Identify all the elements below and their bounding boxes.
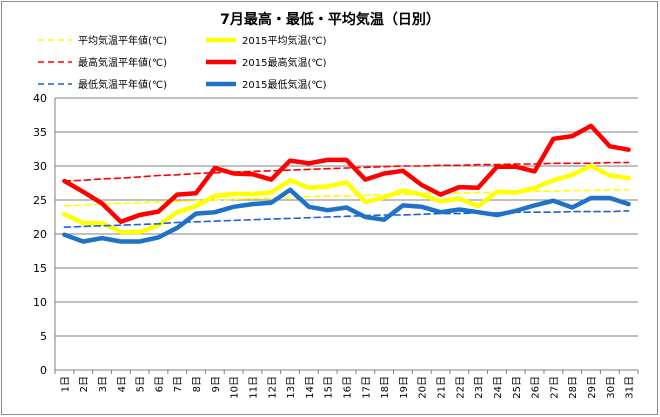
- y-axis: 0 5 10 15 20 25 30 35 40: [33, 92, 56, 377]
- x-tick-label: 8日: [192, 376, 203, 392]
- x-tick-label: 12日: [267, 376, 278, 399]
- x-tick-label: 24日: [493, 376, 504, 399]
- x-tick-label: 16日: [343, 376, 354, 399]
- x-tick-label: 1日: [60, 376, 71, 392]
- y-tick-label: 30: [33, 160, 47, 173]
- series-line: [62, 187, 631, 244]
- x-tick-label: 18日: [380, 376, 391, 399]
- x-tick-label: 9日: [211, 376, 222, 392]
- y-tick-label: 15: [33, 262, 47, 275]
- x-tick-label: 30日: [606, 376, 617, 399]
- y-tick-label: 40: [33, 92, 47, 105]
- x-tick-label: 28日: [568, 376, 579, 399]
- x-tick-label: 29日: [587, 376, 598, 399]
- y-tick-label: 25: [33, 194, 47, 207]
- legend-label: 平均気温平年値(℃): [78, 34, 167, 47]
- legend-label: 2015平均気温(℃): [242, 34, 327, 47]
- x-tick-label: 15日: [324, 376, 335, 399]
- x-tick-label: 25日: [512, 376, 523, 399]
- x-tick-label: 6日: [154, 376, 165, 392]
- y-tick-label: 10: [33, 296, 47, 309]
- x-tick-label: 10日: [230, 376, 241, 399]
- x-tick-label: 31日: [625, 376, 636, 399]
- x-tick-label: 5日: [136, 376, 147, 392]
- legend-label: 2015最低気温(℃): [242, 78, 327, 91]
- y-tick-label: 5: [40, 330, 47, 343]
- series-line: [62, 123, 631, 225]
- y-tick-label: 0: [40, 364, 47, 377]
- x-tick-label: 19日: [399, 376, 410, 399]
- legend: 平均気温平年値(℃) 2015平均気温(℃) 最高気温平年値(℃) 2015最高気温(…: [38, 34, 327, 91]
- x-tick-label: 26日: [531, 376, 542, 399]
- x-tick-label: 11日: [248, 376, 259, 399]
- series-line: [63, 189, 630, 207]
- x-tick-label: 27日: [549, 376, 560, 399]
- y-tick-label: 35: [33, 126, 47, 139]
- series-line: [63, 161, 630, 182]
- y-tick-label: 20: [33, 228, 47, 241]
- x-tick-label: 13日: [286, 376, 297, 399]
- x-tick-label: 2日: [79, 376, 90, 392]
- x-tick-label: 23日: [474, 376, 485, 399]
- series-lines: [62, 123, 631, 244]
- x-tick-label: 17日: [361, 376, 372, 399]
- x-tick-label: 4日: [117, 376, 128, 392]
- x-tick-label: 7日: [173, 376, 184, 392]
- chart-title: 7月最高・最低・平均気温（日別）: [220, 11, 440, 28]
- series-line: [63, 210, 630, 228]
- legend-label: 2015最高気温(℃): [242, 56, 327, 69]
- legend-label: 最高気温平年値(℃): [78, 56, 167, 69]
- x-tick-label: 3日: [98, 376, 109, 392]
- series-line: [62, 163, 631, 235]
- legend-label: 最低気温平年値(℃): [78, 78, 167, 91]
- gridlines: [55, 97, 638, 371]
- x-tick-label: 14日: [305, 376, 316, 399]
- x-axis: 1日 2日 3日 4日 5日 6日 7日 8日 9日 10日 11日 12日 13日 14日 15日 16日 1…: [54, 370, 639, 399]
- x-tick-label: 20日: [418, 376, 429, 399]
- x-tick-label: 21日: [437, 376, 448, 399]
- x-tick-label: 22日: [455, 376, 466, 399]
